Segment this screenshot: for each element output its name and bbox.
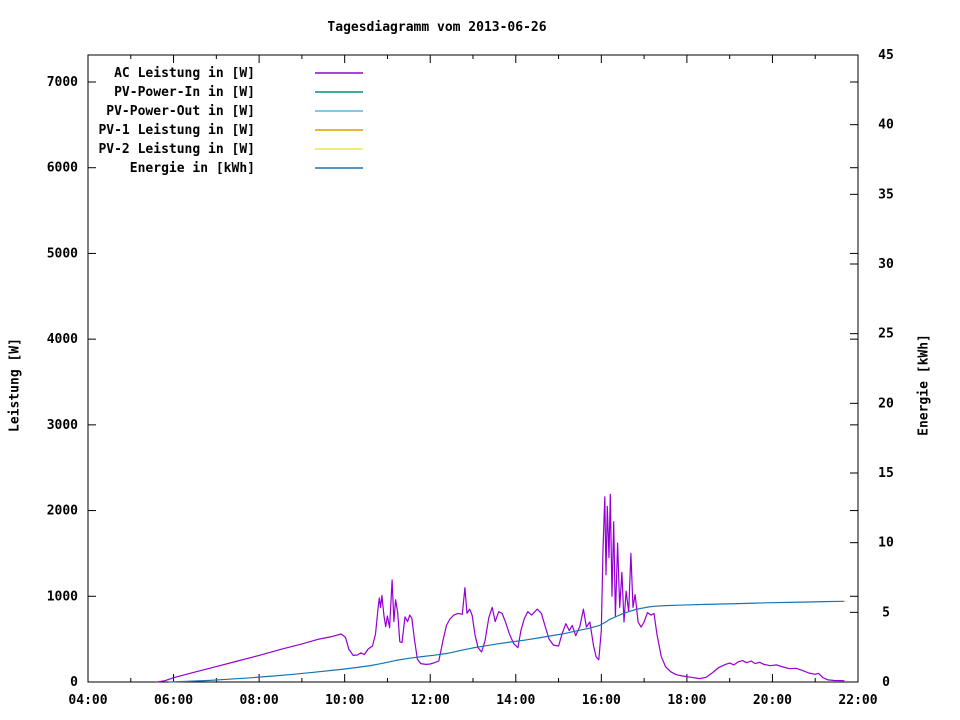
y-left-tick-label: 5000 (47, 246, 78, 261)
series-line (168, 600, 845, 683)
x-tick-label: 08:00 (240, 693, 279, 708)
y-right-tick-label: 40 (878, 118, 894, 133)
legend-label: AC Leistung in [W] (114, 66, 255, 81)
series-line (156, 493, 845, 683)
y-left-tick-label: 1000 (47, 589, 78, 604)
y-left-tick-label: 4000 (47, 332, 78, 347)
chart-title: Tagesdiagramm vom 2013-06-26 (327, 20, 547, 35)
y-left-tick-label: 2000 (47, 504, 78, 519)
y-left-tick-label: 7000 (47, 75, 78, 90)
x-tick-label: 20:00 (753, 693, 792, 708)
y-right-tick-label: 45 (878, 48, 894, 63)
y-axis-label-right: Energie [kWh] (916, 334, 932, 436)
x-tick-label: 14:00 (496, 693, 535, 708)
legend-label: PV-Power-In in [W] (114, 85, 255, 100)
y-right-tick-label: 5 (882, 605, 890, 620)
y-right-tick-label: 35 (878, 187, 894, 202)
x-tick-label: 04:00 (68, 693, 107, 708)
y-right-tick-label: 20 (878, 396, 894, 411)
y-right-tick-label: 15 (878, 466, 894, 481)
y-right-tick-label: 10 (878, 536, 894, 551)
x-tick-label: 16:00 (582, 693, 621, 708)
x-tick-label: 12:00 (411, 693, 450, 708)
y-right-tick-label: 25 (878, 327, 894, 342)
y-left-tick-label: 0 (70, 675, 78, 690)
y-left-tick-label: 6000 (47, 161, 78, 176)
x-tick-label: 18:00 (667, 693, 706, 708)
x-tick-label: 10:00 (325, 693, 364, 708)
x-tick-label: 06:00 (154, 693, 193, 708)
legend-label: Energie in [kWh] (130, 161, 255, 176)
legend-label: PV-1 Leistung in [W] (98, 123, 255, 138)
legend-label: PV-2 Leistung in [W] (98, 142, 255, 157)
y-axis-label-left: Leistung [W] (7, 338, 23, 432)
y-right-tick-label: 0 (882, 675, 890, 690)
legend-label: PV-Power-Out in [W] (106, 104, 255, 119)
x-tick-label: 22:00 (838, 693, 877, 708)
y-left-tick-label: 3000 (47, 418, 78, 433)
y-right-tick-label: 30 (878, 257, 894, 272)
